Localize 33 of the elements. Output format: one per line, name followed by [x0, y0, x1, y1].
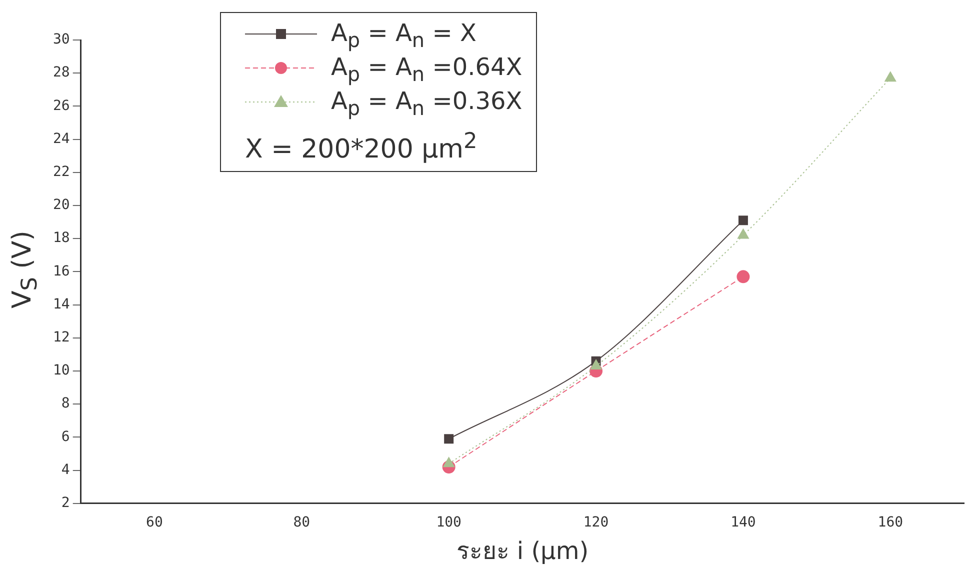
y-tick-label: 24 — [53, 130, 70, 147]
annotation: X = 200*200 μm$^{2}$ — [245, 129, 478, 165]
x-tick-label: 100 — [436, 514, 462, 530]
x-tick-label: 160 — [878, 514, 904, 530]
y-tick-label: 8 — [61, 396, 70, 412]
point — [444, 434, 454, 444]
y-tick-label: 22 — [53, 164, 70, 180]
y-tick-label: 14 — [53, 296, 70, 312]
point — [590, 360, 602, 370]
legend-label: A$_{p}$ = A$_{n}$ = X — [331, 19, 476, 52]
legend-label: A$_{p}$ = A$_{n}$ =0.36X — [331, 87, 522, 120]
y-tick-label: 28 — [53, 64, 70, 81]
y-tick-label: 16 — [53, 263, 70, 280]
y-tick-label: 6 — [61, 428, 70, 445]
y-tick-label: 2 — [61, 495, 70, 512]
x-tick-label: 60 — [146, 514, 163, 530]
y-tick-label: 4 — [61, 462, 70, 478]
y-tick-label: 26 — [53, 98, 70, 114]
x-tick-label: 140 — [730, 514, 756, 530]
y-tick-label: 20 — [53, 197, 70, 214]
y-tick-label: 18 — [53, 230, 70, 246]
point — [738, 228, 749, 239]
point — [738, 216, 748, 226]
x-tick-label: 80 — [293, 514, 310, 530]
point — [443, 457, 455, 468]
y-tick-label: 12 — [53, 330, 70, 346]
point — [884, 72, 896, 82]
point — [736, 270, 750, 284]
legend-label: A$_{p}$ = A$_{n}$ =0.64X — [331, 53, 522, 86]
x-tick-label: 120 — [583, 514, 609, 530]
x-axis-title: ระยะ i (μm) — [456, 536, 589, 565]
y-tick-label: 30 — [53, 32, 70, 48]
y-tick-label: 10 — [53, 362, 70, 379]
